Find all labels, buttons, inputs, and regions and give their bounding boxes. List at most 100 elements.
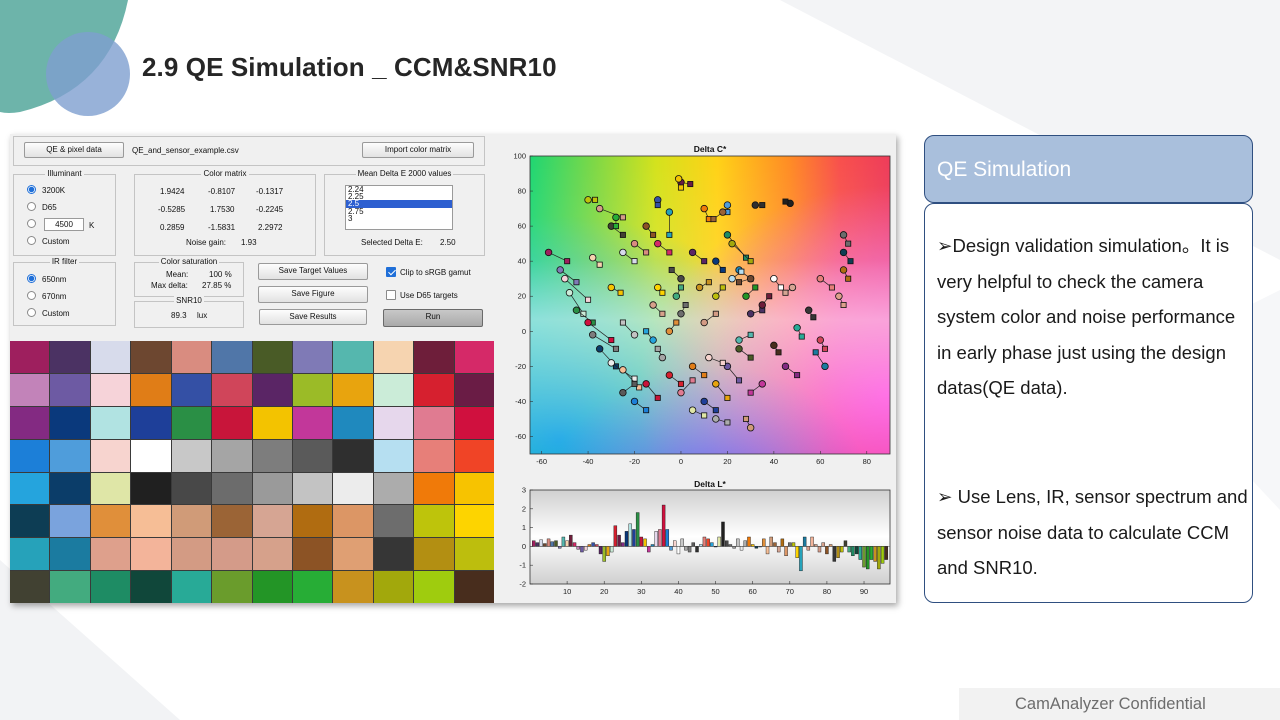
radio-kelvin[interactable] [27,219,36,228]
snr10-unit: lux [197,311,208,320]
radio-650nm[interactable] [27,274,36,283]
measured-point [724,419,731,426]
color-swatch [292,571,333,603]
import-color-matrix-button[interactable]: Import color matrix [362,142,474,158]
x-tick-label: -40 [583,457,594,466]
save-target-values-button[interactable]: Save Target Values [258,263,368,280]
reference-point [723,231,732,239]
radio-custom-illuminant[interactable] [27,236,36,245]
matrix-cell: -0.2245 [256,205,284,214]
reference-point [630,331,639,339]
qe-pixel-data-button[interactable]: QE & pixel data [24,142,124,158]
reference-point [805,306,813,314]
delta-l-bar [569,534,573,547]
delta-l-bar [598,546,603,555]
snr10-title: SNR10 [174,296,204,305]
delta-l-bar [591,542,595,547]
delta-l-bar [684,546,688,551]
x-tick-label: 70 [786,587,794,596]
x-tick-label: 0 [679,457,683,466]
clip-srgb-label: Clip to sRGB gamut [400,268,471,277]
delta-l-bar [565,540,569,547]
y-tick-label: -2 [519,580,526,589]
selected-delta-e-value: 2.50 [440,238,456,247]
reference-point [619,366,627,374]
description-paragraph-1: ➢Design validation simulation。It is very… [937,235,1236,399]
color-swatch [414,341,454,373]
radio-670nm-label: 670nm [42,292,67,301]
delta-l-bar [695,546,699,553]
color-swatch [292,373,333,406]
save-results-button[interactable]: Save Results [259,309,367,325]
delta-l-bar [732,546,736,549]
y-tick-label: 0 [522,542,526,551]
color-swatch [414,373,454,406]
list-item[interactable]: 2.75 [348,206,364,216]
color-swatch [90,341,131,373]
delta-e-list[interactable]: 2.24 2.25 2.5 2.75 3 [345,185,453,230]
color-swatch [10,505,50,538]
y-tick-label: 20 [518,292,526,301]
delta-l-bar [639,536,644,547]
reference-point [723,201,732,209]
reference-point [728,275,736,283]
reference-point [758,380,766,388]
y-tick-label: -40 [515,397,526,406]
color-swatch [50,472,90,505]
delta-l-bar [572,542,577,547]
reference-point [589,253,597,262]
use-d65-checkbox[interactable] [386,290,396,300]
illuminant-group: Illuminant [13,169,116,256]
measured-point [701,412,708,419]
measured-point [747,389,754,396]
delta-l-bar [654,531,658,547]
color-swatch [292,439,333,472]
delta-l-bar [580,546,584,553]
color-swatch [131,538,171,571]
list-item[interactable]: 2.24 [348,185,364,194]
list-item[interactable]: 2.25 [348,192,364,202]
kelvin-input[interactable]: 4500 [44,218,84,231]
measured-point [659,289,666,296]
delta-l-bar [725,540,729,547]
list-item[interactable]: 3 [348,213,353,223]
reference-point [712,257,720,265]
radio-custom-ir[interactable] [27,308,36,317]
x-tick-label: -20 [629,457,640,466]
measured-point [719,359,726,366]
app-window: QE & pixel data QE_and_sensor_example.cs… [10,134,896,603]
x-tick-label: 60 [816,457,824,466]
measured-point [677,184,684,191]
radio-670nm[interactable] [27,291,36,300]
color-swatch [50,439,90,472]
color-swatch [373,472,414,505]
reference-point [556,266,564,274]
measured-point [666,231,673,238]
save-figure-button[interactable]: Save Figure [258,286,368,303]
reference-point [735,345,743,353]
color-swatch-grid [10,341,494,603]
y-tick-label: 100 [513,152,526,161]
illuminant-title: Illuminant [45,169,84,178]
delta-l-bar [554,540,558,547]
color-swatch [212,538,252,571]
delta-l-bar [691,542,695,547]
color-swatch [333,538,373,571]
radio-3200k[interactable] [27,185,36,194]
delta-e-title: Mean Delta E 2000 values [355,169,454,178]
delta-l-bar [828,544,833,547]
measured-point [592,196,599,203]
measured-point [666,249,673,256]
color-swatch [333,505,373,538]
y-tick-label: -60 [515,432,526,441]
list-item-selected[interactable]: 2.5 [346,200,452,208]
y-tick-label: 40 [518,257,526,266]
matrix-cell: -0.8107 [208,187,236,196]
radio-d65[interactable] [27,202,36,211]
run-button[interactable]: Run [383,309,483,327]
color-swatch [50,341,90,373]
measured-point [719,284,726,291]
clip-srgb-checkbox[interactable] [386,267,396,277]
color-swatch [454,505,494,538]
delta-l-bar [747,536,751,547]
